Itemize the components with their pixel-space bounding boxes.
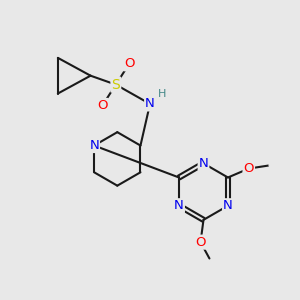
Text: methyl: methyl [268, 164, 273, 166]
Text: H: H [158, 89, 167, 99]
Text: N: N [199, 157, 208, 170]
Text: O: O [195, 236, 206, 249]
Text: N: N [223, 199, 233, 212]
Text: N: N [145, 98, 155, 110]
Text: O: O [124, 57, 134, 70]
Text: O: O [244, 162, 254, 175]
Text: N: N [174, 199, 184, 212]
Text: N: N [89, 139, 99, 152]
Text: S: S [111, 78, 120, 92]
Text: O: O [97, 99, 108, 112]
